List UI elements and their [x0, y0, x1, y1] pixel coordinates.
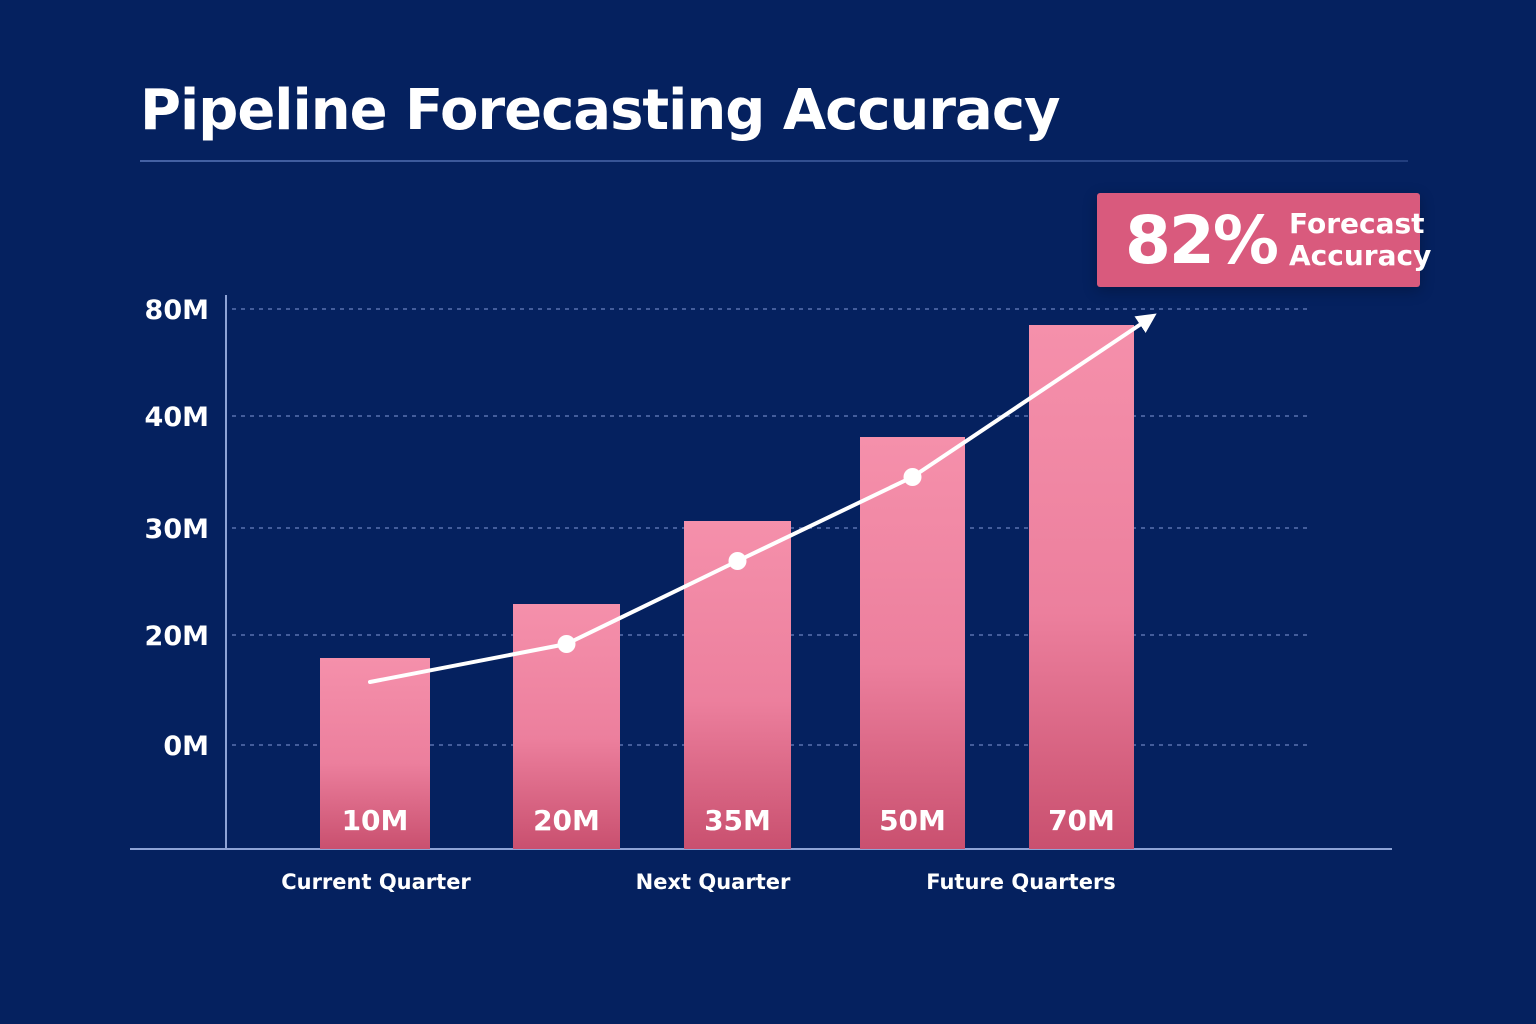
callout-label: Forecast Accuracy [1288, 207, 1432, 272]
bar-value-label: 70M [1048, 804, 1115, 837]
x-group-label: Future Quarters [926, 870, 1116, 894]
bar [860, 437, 965, 849]
title-divider [140, 160, 1408, 162]
y-tick-label: 80M [145, 295, 209, 326]
bar [320, 658, 430, 849]
bar [1029, 325, 1134, 849]
bar [684, 521, 791, 849]
callout-value: 82% [1125, 201, 1279, 279]
x-group-label: Current Quarter [281, 870, 471, 894]
y-tick-label: 30M [145, 514, 209, 545]
chart-title: Pipeline Forecasting Accuracy [140, 78, 1061, 143]
bar-value-label: 10M [342, 804, 409, 837]
trend-point [728, 552, 747, 570]
bar-value-label: 35M [704, 804, 771, 837]
trend-point [557, 635, 576, 653]
trend-point [903, 468, 922, 486]
y-tick-label: 20M [145, 621, 209, 652]
bar-value-label: 50M [879, 804, 946, 837]
x-group-label: Next Quarter [636, 870, 791, 894]
accuracy-callout: 82% Forecast Accuracy [1097, 193, 1432, 287]
bar-value-label: 20M [533, 804, 600, 837]
y-tick-label: 0M [163, 731, 209, 762]
y-tick-label: 40M [145, 402, 209, 433]
